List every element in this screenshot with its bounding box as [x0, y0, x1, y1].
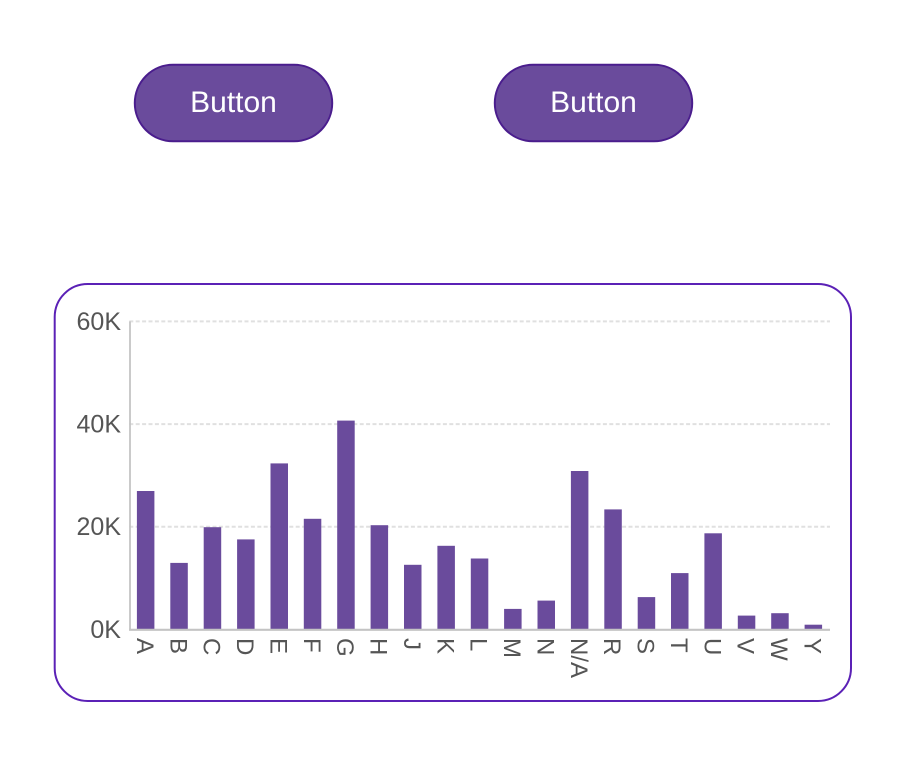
svg-text:S: S	[632, 638, 659, 654]
svg-text:B: B	[164, 638, 191, 654]
svg-text:C: C	[198, 638, 225, 655]
svg-text:A: A	[131, 638, 158, 654]
svg-text:R: R	[598, 638, 625, 655]
svg-text:Button: Button	[550, 86, 637, 119]
svg-text:Y: Y	[799, 638, 826, 654]
svg-text:F: F	[298, 638, 325, 653]
svg-text:H: H	[365, 638, 392, 655]
svg-text:N/A: N/A	[565, 638, 592, 678]
svg-text:N: N	[532, 638, 559, 655]
svg-text:M: M	[498, 638, 525, 658]
svg-text:W: W	[765, 638, 792, 661]
svg-text:E: E	[264, 638, 291, 654]
svg-text:60K: 60K	[77, 308, 122, 336]
svg-text:J: J	[398, 638, 425, 650]
svg-text:L: L	[465, 638, 492, 651]
svg-text:D: D	[231, 638, 258, 655]
svg-text:V: V	[732, 638, 759, 654]
svg-text:0K: 0K	[90, 616, 121, 644]
svg-text:40K: 40K	[77, 411, 122, 439]
svg-text:K: K	[431, 638, 458, 654]
svg-text:20K: 20K	[77, 513, 122, 541]
svg-text:U: U	[698, 638, 725, 655]
svg-text:T: T	[665, 638, 692, 653]
svg-text:Button: Button	[190, 86, 277, 119]
svg-text:G: G	[331, 638, 358, 657]
